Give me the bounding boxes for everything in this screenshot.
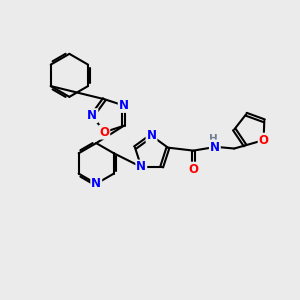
Text: O: O: [188, 163, 198, 176]
Text: N: N: [91, 177, 101, 190]
Text: N: N: [146, 129, 157, 142]
Text: N: N: [119, 99, 129, 112]
Text: N: N: [136, 160, 146, 173]
Text: O: O: [99, 126, 109, 139]
Text: H: H: [209, 134, 218, 144]
Text: O: O: [259, 134, 269, 147]
Text: N: N: [87, 109, 98, 122]
Text: N: N: [210, 140, 220, 154]
